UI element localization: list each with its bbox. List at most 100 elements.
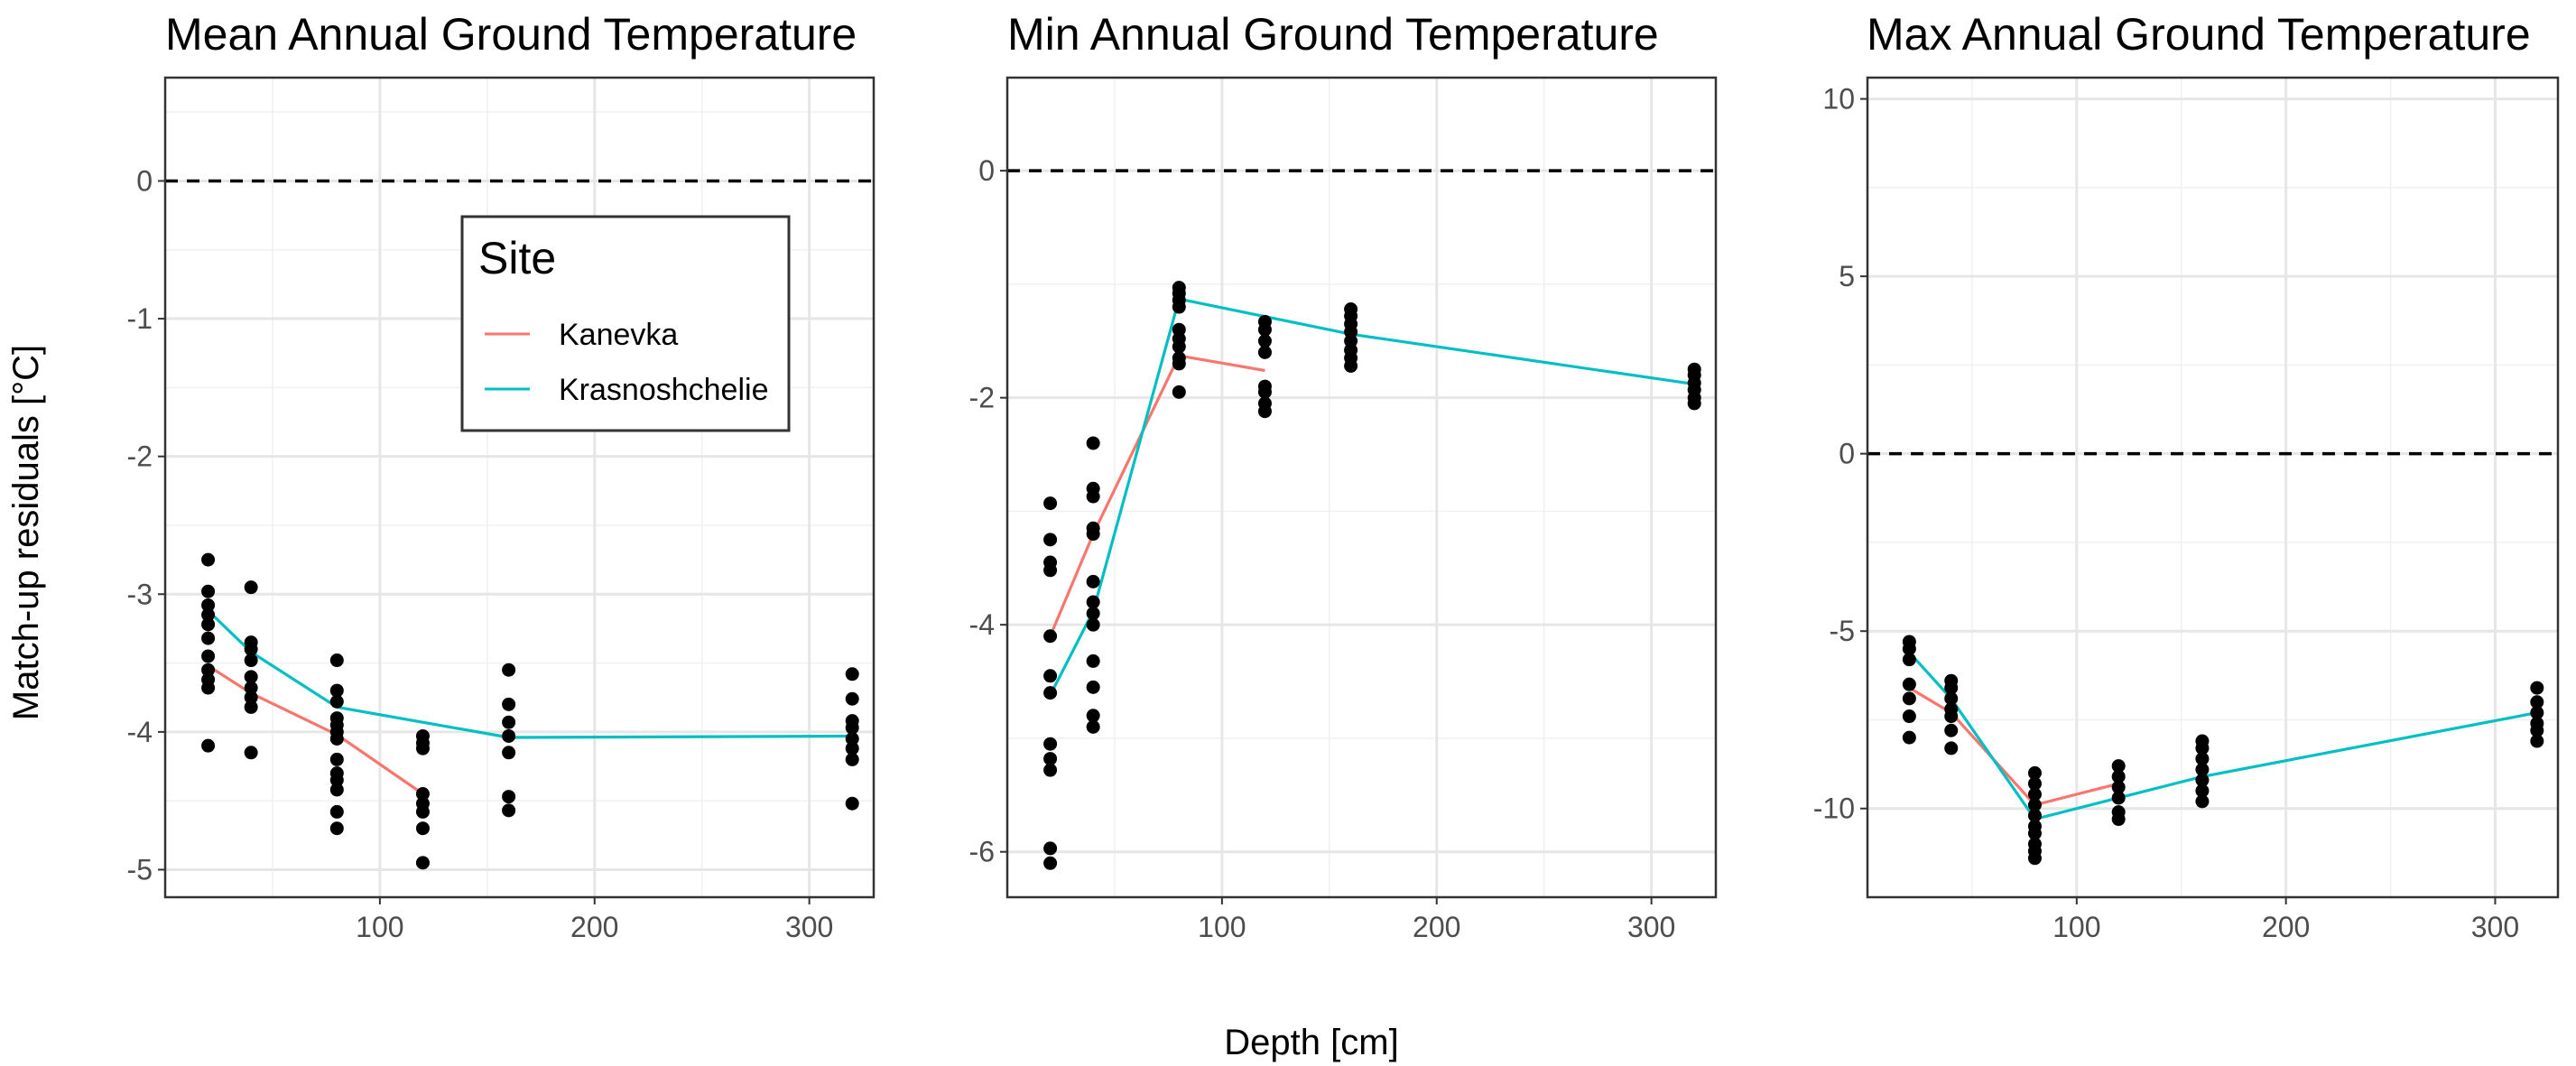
data-point (2111, 780, 2126, 794)
data-point (502, 746, 516, 760)
legend: Site Kanevka Krasnoshchelie (460, 215, 791, 432)
panel-border (163, 76, 876, 899)
panel-min: Min Annual Ground Temperature 100 200 300 0… (969, 9, 1718, 943)
data-point (329, 694, 344, 709)
x-tick-label: 200 (2262, 911, 2310, 943)
data-point (845, 741, 859, 755)
data-point (329, 732, 344, 746)
data-point (1944, 681, 1959, 695)
y-tick-label: -2 (969, 382, 995, 414)
data-point (415, 804, 430, 819)
data-point (1043, 841, 1058, 856)
data-point (1086, 489, 1100, 504)
data-point (2530, 734, 2544, 748)
y-tick-label: -5 (1830, 615, 1855, 647)
data-point (1043, 533, 1058, 547)
panel-border (1005, 76, 1718, 899)
x-tick-label: 100 (356, 911, 403, 943)
x-tick-label: 300 (2471, 911, 2519, 943)
data-point (329, 804, 344, 819)
y-tick-label: -2 (127, 440, 153, 473)
data-point (845, 691, 859, 706)
data-point (2111, 759, 2126, 774)
data-point (2195, 783, 2210, 798)
plot-background (165, 78, 874, 897)
data-point (1043, 737, 1058, 751)
data-point (1043, 669, 1058, 683)
data-point (1086, 680, 1100, 694)
data-point (201, 598, 216, 612)
x-tick-label: 100 (2052, 911, 2100, 943)
data-point (1043, 856, 1058, 870)
data-point (2111, 791, 2126, 805)
legend-label-kanevka: Kanevka (559, 318, 678, 352)
x-tick-label: 200 (570, 911, 618, 943)
data-point (845, 732, 859, 746)
data-point (1086, 595, 1100, 609)
data-point (2530, 723, 2544, 737)
data-point (2111, 769, 2126, 783)
data-point (1944, 723, 1959, 737)
data-point (329, 683, 344, 698)
data-point (502, 663, 516, 677)
panel-mean: Mean Annual Ground Temperature 100 200 300… (127, 9, 876, 943)
x-axis-label: Depth [cm] (1224, 1023, 1398, 1062)
series-line-kanevka (207, 664, 424, 795)
data-point (1902, 691, 1916, 706)
y-tick-label: 10 (1822, 83, 1855, 116)
y-tick-label: 0 (136, 164, 153, 197)
data-point (1944, 741, 1959, 755)
data-point (329, 783, 344, 797)
data-point (415, 741, 430, 755)
data-point (1944, 691, 1959, 706)
data-point (2027, 851, 2042, 866)
data-point (2530, 695, 2544, 709)
data-point (2195, 773, 2210, 787)
data-point (1086, 719, 1100, 734)
panel-title: Min Annual Ground Temperature (1007, 9, 1659, 60)
x-tick-label: 100 (1198, 911, 1246, 943)
data-point (1043, 563, 1058, 578)
data-point (415, 856, 430, 870)
x-tick-label: 300 (785, 911, 833, 943)
legend-title: Site (478, 233, 556, 283)
data-point (201, 617, 216, 632)
data-point (845, 720, 859, 735)
data-point (502, 697, 516, 711)
data-point (1257, 322, 1272, 337)
data-point (1043, 752, 1058, 766)
data-point (1043, 629, 1058, 644)
y-tick-label: -4 (969, 608, 995, 641)
y-axis-label: Match-up residuals [°C] (6, 345, 46, 720)
data-point (2027, 826, 2042, 840)
data-point (502, 790, 516, 804)
data-point (1086, 436, 1100, 450)
data-point (845, 752, 859, 766)
data-point (329, 821, 344, 836)
data-point (845, 796, 859, 811)
data-point (1086, 527, 1100, 542)
data-point (2027, 765, 2042, 780)
data-point (1043, 763, 1058, 777)
data-point (244, 746, 258, 760)
y-tick-label: -5 (127, 853, 153, 885)
data-point (329, 773, 344, 787)
series-line-kanevka (1049, 354, 1265, 637)
legend-label-krasnoshchelie: Krasnoshchelie (559, 373, 768, 407)
data-point (2027, 798, 2042, 812)
data-point (1687, 396, 1701, 411)
data-point (845, 667, 859, 681)
data-point (1902, 642, 1916, 656)
data-point (2530, 681, 2544, 695)
data-point (1257, 404, 1272, 419)
data-point (244, 681, 258, 695)
data-point (201, 738, 216, 753)
data-point (1086, 709, 1100, 723)
data-point (502, 803, 516, 818)
data-point (201, 663, 216, 677)
data-point (329, 752, 344, 766)
data-point (1172, 339, 1186, 354)
data-point (1902, 653, 1916, 667)
data-point (329, 654, 344, 668)
